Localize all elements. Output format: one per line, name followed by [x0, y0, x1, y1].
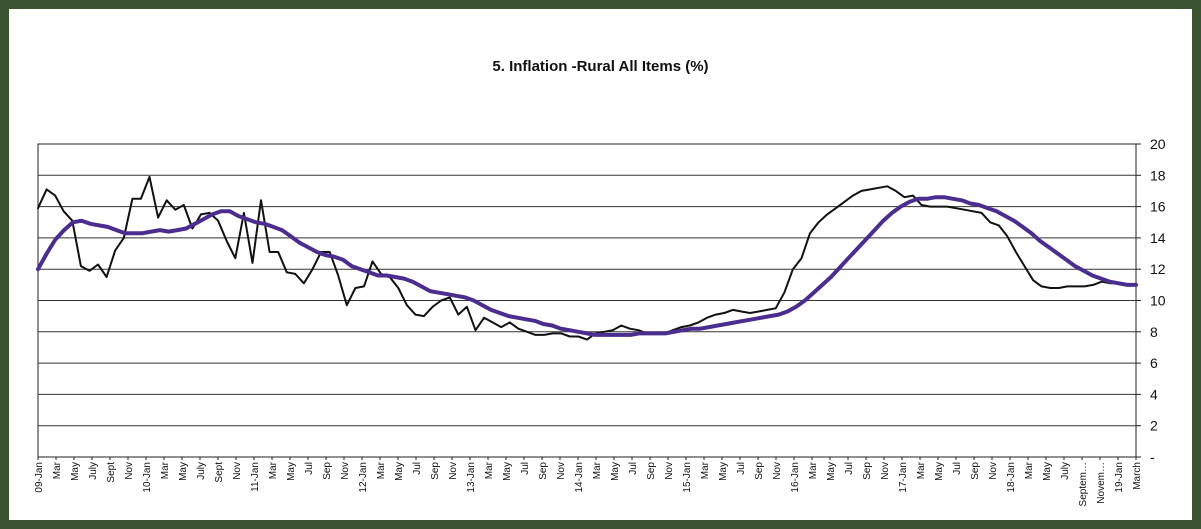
x-tick-label: May — [502, 462, 513, 481]
x-tick-label: Nov — [772, 462, 783, 480]
x-tick-label: 19-Jan — [1114, 462, 1125, 493]
x-tick-label: Nov — [124, 462, 135, 480]
x-tick-label: Nov — [232, 462, 243, 480]
x-tick-label: Jul — [844, 462, 855, 475]
x-tick-label: May — [286, 462, 297, 481]
y-tick-label: - — [1150, 449, 1155, 465]
x-tick-label: Sep — [970, 462, 981, 480]
x-tick-label: Sept — [214, 462, 225, 483]
x-tick-label: 09-Jan — [34, 462, 45, 493]
x-tick-label: Mar — [916, 461, 927, 479]
x-tick-label: Nov — [556, 462, 567, 480]
x-tick-label: Novem… — [1096, 462, 1107, 504]
x-tick-label: Jul — [628, 462, 639, 475]
x-tick-label: Sep — [538, 462, 549, 480]
y-tick-label: 8 — [1150, 324, 1158, 340]
y-tick-label: 10 — [1150, 293, 1166, 309]
x-tick-label: May — [1042, 462, 1053, 481]
x-tick-label: 18-Jan — [1006, 462, 1017, 493]
x-tick-label: 12-Jan — [358, 462, 369, 493]
x-tick-label: Mar — [484, 461, 495, 479]
x-tick-label: Mar — [808, 461, 819, 479]
x-tick-label: Nov — [448, 462, 459, 480]
x-tick-label: Septem… — [1078, 462, 1089, 506]
x-tick-label: Nov — [988, 462, 999, 480]
x-tick-label: Mar — [376, 461, 387, 479]
y-tick-label: 18 — [1150, 167, 1166, 183]
chart-title: 5. Inflation -Rural All Items (%) — [492, 58, 709, 75]
x-tick-label: May — [394, 462, 405, 481]
x-tick-label: May — [610, 462, 621, 481]
x-tick-label: Mar — [160, 461, 171, 479]
series-line-smoothed — [36, 195, 1138, 337]
x-tick-label: Mar — [700, 461, 711, 479]
x-tick-label: Sep — [322, 462, 333, 480]
x-tick-label: May — [178, 462, 189, 481]
x-tick-label: Sept — [106, 462, 117, 483]
y-tick-label: 20 — [1150, 136, 1166, 152]
x-tick-label: July — [88, 462, 99, 480]
x-tick-label: Nov — [664, 462, 675, 480]
y-tick-label: 6 — [1150, 355, 1158, 371]
x-tick-label: May — [826, 462, 837, 481]
x-tick-label: 15-Jan — [682, 462, 693, 493]
x-tick-label: Jul — [304, 462, 315, 475]
x-tick-label: 16-Jan — [790, 462, 801, 493]
y-tick-label: 12 — [1150, 261, 1166, 277]
x-tick-label: 17-Jan — [898, 462, 909, 493]
x-tick-label: May — [934, 462, 945, 481]
x-tick-label: Mar — [268, 461, 279, 479]
x-tick-label: 10-Jan — [142, 462, 153, 493]
x-tick-label: July — [196, 462, 207, 480]
x-tick-label: Mar — [1024, 461, 1035, 479]
x-tick-label: Nov — [880, 462, 891, 480]
y-tick-label: 16 — [1150, 199, 1166, 215]
x-tick-label: 13-Jan — [466, 462, 477, 493]
x-tick-label: Sep — [430, 462, 441, 480]
x-tick-label: Nov — [340, 462, 351, 480]
series-line-monthly — [37, 175, 1137, 341]
x-tick-label: Jul — [520, 462, 531, 475]
x-tick-label: Jul — [412, 462, 423, 475]
x-tick-label: July — [1060, 462, 1071, 480]
x-tick-label: Mar — [592, 461, 603, 479]
x-tick-label: May — [718, 462, 729, 481]
x-tick-label: March — [1132, 462, 1143, 490]
y-tick-label: 14 — [1150, 230, 1166, 246]
x-tick-label: May — [70, 462, 81, 481]
x-tick-label: Sep — [862, 462, 873, 480]
x-tick-label: 11-Jan — [250, 462, 261, 492]
x-tick-label: Sep — [754, 462, 765, 480]
x-tick-label: Jul — [736, 462, 747, 475]
x-tick-label: Sep — [646, 462, 657, 480]
y-tick-label: 4 — [1150, 386, 1158, 402]
y-tick-label: 2 — [1150, 418, 1158, 434]
x-tick-label: Jul — [952, 462, 963, 475]
x-tick-label: Mar — [52, 461, 63, 479]
x-tick-label: 14-Jan — [574, 462, 585, 493]
